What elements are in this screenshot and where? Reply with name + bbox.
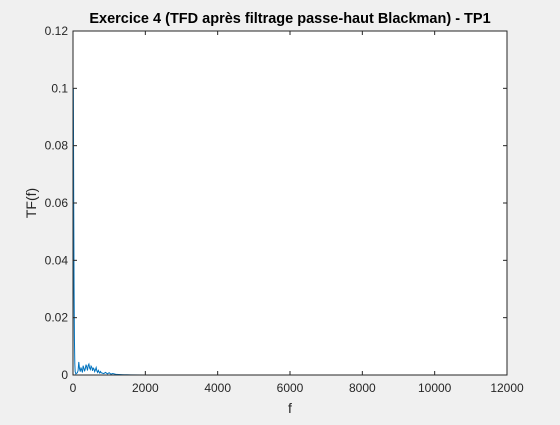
data-point — [76, 374, 77, 375]
data-point — [91, 366, 92, 367]
data-point — [86, 367, 87, 368]
data-point — [95, 370, 96, 371]
data-point — [99, 373, 100, 374]
y-tick-label: 0 — [61, 368, 68, 382]
y-tick-label: 0.04 — [45, 253, 69, 267]
data-point — [109, 372, 110, 373]
x-tick-label: 12000 — [490, 381, 524, 395]
data-point — [96, 367, 97, 368]
data-point — [97, 371, 98, 372]
x-tick-label: 0 — [70, 381, 77, 395]
data-point — [82, 372, 83, 373]
data-point — [85, 368, 86, 369]
data-point — [92, 367, 93, 368]
data-point — [111, 374, 112, 375]
data-point — [102, 373, 103, 374]
data-point — [84, 368, 85, 369]
data-point — [90, 369, 91, 370]
data-point — [97, 372, 98, 373]
data-point — [86, 364, 87, 365]
data-point — [92, 370, 93, 371]
data-point — [107, 374, 108, 375]
data-point — [93, 368, 94, 369]
data-point — [74, 289, 75, 290]
x-tick-label: 10000 — [418, 381, 452, 395]
data-point — [75, 363, 76, 364]
data-point — [78, 362, 79, 363]
data-point — [88, 365, 89, 366]
data-point — [78, 370, 79, 371]
data-point — [77, 372, 78, 373]
data-point — [83, 366, 84, 367]
y-tick-label: 0.12 — [45, 24, 69, 38]
data-point — [89, 368, 90, 369]
data-point — [105, 372, 106, 373]
data-point — [94, 371, 95, 372]
data-point — [75, 371, 76, 372]
data-point — [94, 369, 95, 370]
y-tick-label: 0.08 — [45, 139, 69, 153]
y-axis-label: TF(f) — [23, 188, 39, 218]
x-tick-label: 6000 — [277, 381, 304, 395]
data-point — [89, 364, 90, 365]
x-tick-label: 2000 — [132, 381, 159, 395]
data-point — [84, 371, 85, 372]
data-point — [81, 370, 82, 371]
data-point — [79, 368, 80, 369]
data-point — [101, 372, 102, 373]
data-point — [81, 367, 82, 368]
y-tick-label: 0.02 — [45, 311, 69, 325]
data-point — [80, 371, 81, 372]
chart-title: Exercice 4 (TFD après filtrage passe-hau… — [89, 11, 490, 27]
data-point — [87, 370, 88, 371]
y-tick-label: 0.1 — [51, 81, 68, 95]
x-axis-label: f — [288, 400, 292, 416]
data-point — [103, 373, 104, 374]
data-point — [112, 373, 113, 374]
data-point — [99, 372, 100, 373]
x-tick-label: 8000 — [349, 381, 376, 395]
plot-area — [73, 31, 507, 375]
data-point — [74, 340, 75, 341]
data-point — [100, 371, 101, 372]
data-point — [76, 373, 77, 374]
y-tick-label: 0.06 — [45, 196, 69, 210]
x-tick-label: 4000 — [204, 381, 231, 395]
data-point — [98, 370, 99, 371]
